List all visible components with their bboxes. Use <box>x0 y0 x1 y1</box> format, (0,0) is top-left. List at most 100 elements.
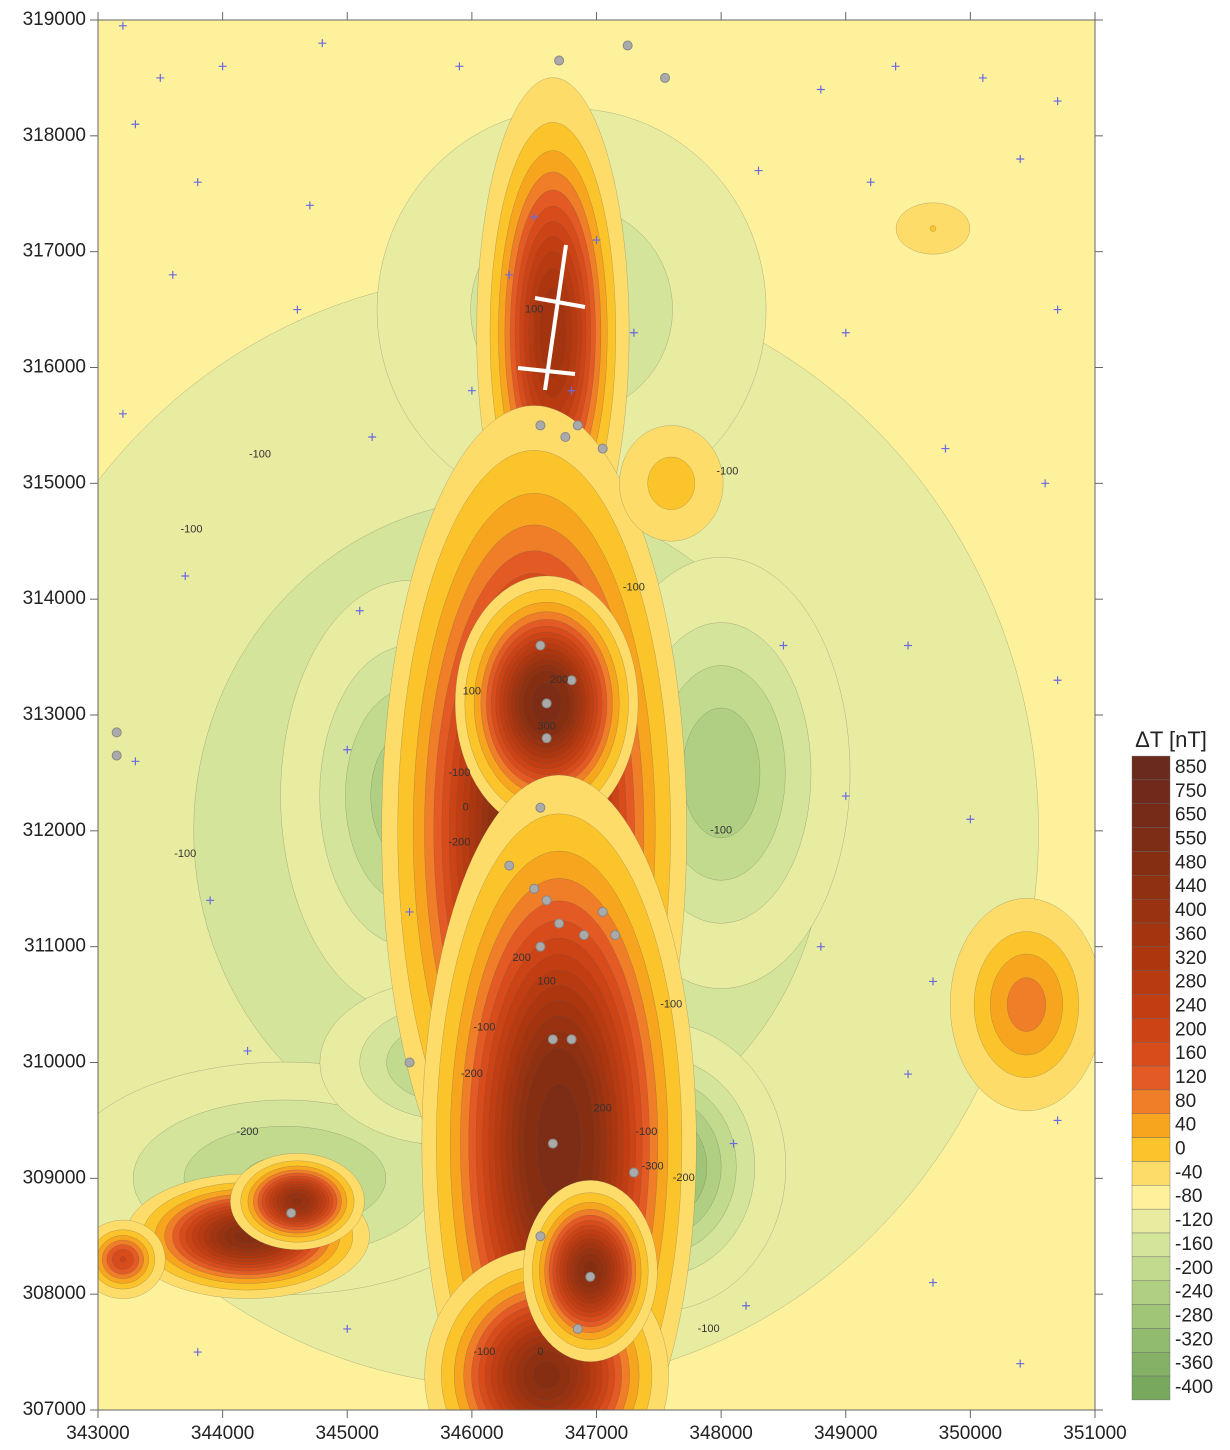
x-tick-label: 347000 <box>565 1423 628 1444</box>
chart: -100-100-100-100-100-100-100200100300-10… <box>0 0 1230 1445</box>
borehole <box>567 1035 576 1044</box>
borehole <box>661 73 670 82</box>
contour-label: -200 <box>237 1126 259 1138</box>
contour-label: 100 <box>537 975 555 987</box>
borehole <box>536 942 545 951</box>
colorbar-label: -160 <box>1175 1234 1213 1255</box>
x-tick-label: 351000 <box>1063 1423 1126 1444</box>
y-tick-label: 311000 <box>24 936 86 957</box>
borehole <box>542 734 551 743</box>
colorbar-label: -240 <box>1175 1282 1213 1303</box>
y-tick-label: 317000 <box>23 241 86 262</box>
x-tick-label: 350000 <box>939 1423 1002 1444</box>
contour-label: -100 <box>623 581 645 593</box>
colorbar-band <box>1132 780 1170 804</box>
colorbar-band <box>1132 1233 1170 1257</box>
colorbar-label: 240 <box>1175 995 1207 1016</box>
colorbar-label: -400 <box>1175 1377 1213 1398</box>
borehole <box>561 433 570 442</box>
colorbar-band <box>1132 1161 1170 1185</box>
colorbar-band <box>1132 947 1170 971</box>
colorbar-band <box>1132 756 1170 780</box>
contour-label: -100 <box>698 1323 720 1335</box>
borehole <box>623 41 632 50</box>
contour-band <box>120 1256 126 1262</box>
colorbar-band <box>1132 1257 1170 1281</box>
colorbar-label: -80 <box>1175 1186 1202 1207</box>
borehole <box>598 907 607 916</box>
borehole <box>598 444 607 453</box>
colorbar-label: 160 <box>1175 1043 1207 1064</box>
colorbar-label: 360 <box>1175 924 1207 945</box>
colorbar-band <box>1132 1114 1170 1138</box>
borehole <box>555 56 564 65</box>
colorbar-label: 200 <box>1175 1019 1207 1040</box>
y-tick-label: 309000 <box>23 1167 86 1188</box>
borehole <box>536 1232 545 1241</box>
x-tick-label: 345000 <box>316 1423 379 1444</box>
y-tick-label: 316000 <box>23 357 86 378</box>
colorbar-band <box>1132 923 1170 947</box>
colorbar-band <box>1132 1281 1170 1305</box>
colorbar-label: 550 <box>1175 829 1207 850</box>
colorbar-band <box>1132 899 1170 923</box>
contour-label: 200 <box>513 952 531 964</box>
borehole <box>287 1209 296 1218</box>
y-tick-label: 312000 <box>23 820 86 841</box>
borehole <box>555 919 564 928</box>
colorbar-band <box>1132 1376 1170 1400</box>
x-tick-label: 348000 <box>689 1423 752 1444</box>
contour-label: 0 <box>537 1346 543 1358</box>
borehole <box>405 1058 414 1067</box>
y-tick-label: 310000 <box>23 1052 86 1073</box>
colorbar-band <box>1132 995 1170 1019</box>
borehole <box>112 751 121 760</box>
colorbar-band <box>1132 1185 1170 1209</box>
colorbar-band <box>1132 851 1170 875</box>
y-tick-label: 314000 <box>23 588 86 609</box>
contour-label: -100 <box>249 448 271 460</box>
contour-label: -100 <box>174 848 196 860</box>
borehole <box>536 641 545 650</box>
field: -100-100-100-100-100-100-100200100300-10… <box>0 20 1103 1445</box>
contour-label: -100 <box>448 767 470 779</box>
y-tick-label: 313000 <box>23 704 86 725</box>
borehole <box>567 676 576 685</box>
borehole <box>542 896 551 905</box>
colorbar-label: -320 <box>1175 1329 1213 1350</box>
borehole <box>580 931 589 940</box>
contour-band <box>930 226 936 232</box>
contour-label: 200 <box>594 1103 612 1115</box>
borehole <box>573 421 582 430</box>
borehole <box>530 884 539 893</box>
colorbar-label: 80 <box>1175 1091 1196 1112</box>
borehole <box>586 1272 595 1281</box>
colorbar-band <box>1132 1328 1170 1352</box>
y-tick-label: 318000 <box>23 125 86 146</box>
borehole <box>548 1139 557 1148</box>
contour-label: -100 <box>660 998 682 1010</box>
y-tick-label: 319000 <box>23 9 86 30</box>
contour-band <box>1007 978 1046 1032</box>
borehole <box>505 861 514 870</box>
contour-label: -100 <box>473 1022 495 1034</box>
borehole <box>548 1035 557 1044</box>
contour-label: -300 <box>642 1161 664 1173</box>
borehole <box>112 728 121 737</box>
contour-label: -100 <box>710 825 732 837</box>
colorbar-band <box>1132 1090 1170 1114</box>
colorbar-label: 40 <box>1175 1115 1196 1136</box>
y-tick-label: 307000 <box>23 1399 86 1420</box>
colorbar-label: -280 <box>1175 1305 1213 1326</box>
colorbar-label: 440 <box>1175 876 1207 897</box>
colorbar-label: 120 <box>1175 1067 1207 1088</box>
colorbar-label: -40 <box>1175 1162 1202 1183</box>
colorbar-band <box>1132 1042 1170 1066</box>
colorbar-band <box>1132 875 1170 899</box>
borehole <box>573 1324 582 1333</box>
colorbar-band <box>1132 1209 1170 1233</box>
colorbar-band <box>1132 804 1170 828</box>
borehole <box>542 699 551 708</box>
colorbar-band <box>1132 1138 1170 1162</box>
contour-label: -100 <box>635 1126 657 1138</box>
